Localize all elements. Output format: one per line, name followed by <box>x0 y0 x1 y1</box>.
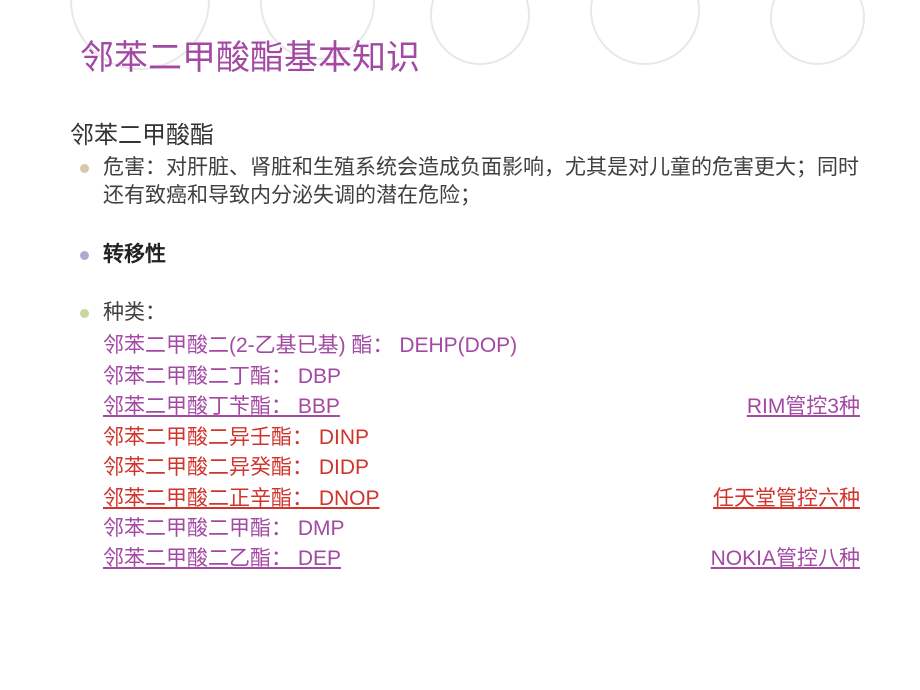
bullet-harm: 危害：对肝脏、肾脏和生殖系统会造成负面影响，尤其是对儿童的危害更大；同时还有致癌… <box>80 154 870 211</box>
slide-content: 邻苯二甲酸酯基本知识 邻苯二甲酸酯 危害：对肝脏、肾脏和生殖系统会造成负面影响，… <box>0 0 920 690</box>
bullet-icon <box>80 164 89 173</box>
kinds-label: 种类： <box>103 299 166 327</box>
type-line: 邻苯二甲酸二(2-乙基已基) 酯： DEHP(DOP) <box>103 331 870 361</box>
type-note: 任天堂管控六种 <box>713 484 870 514</box>
harm-text: 危害：对肝脏、肾脏和生殖系统会造成负面影响，尤其是对儿童的危害更大；同时还有致癌… <box>103 154 870 211</box>
type-line: 邻苯二甲酸丁苄酯： BBP RIM管控3种 <box>103 392 870 422</box>
type-name: 邻苯二甲酸二异癸酯： DIDP <box>103 453 369 483</box>
type-name: 邻苯二甲酸二丁酯： DBP <box>103 362 341 392</box>
bullet-icon <box>80 309 89 318</box>
type-note: RIM管控3种 <box>747 392 870 422</box>
bullet-icon <box>80 251 89 260</box>
types-list: 邻苯二甲酸二(2-乙基已基) 酯： DEHP(DOP)邻苯二甲酸二丁酯： DBP… <box>103 331 870 575</box>
type-name: 邻苯二甲酸二甲酯： DMP <box>103 514 345 544</box>
type-line: 邻苯二甲酸二异壬酯： DINP <box>103 423 870 453</box>
type-name: 邻苯二甲酸二正辛酯： DNOP <box>103 484 380 514</box>
subheading: 邻苯二甲酸酯 <box>70 115 870 150</box>
type-name: 邻苯二甲酸丁苄酯： BBP <box>103 392 340 422</box>
bullet-kinds: 种类： <box>80 299 870 327</box>
type-name: 邻苯二甲酸二(2-乙基已基) 酯： DEHP(DOP) <box>103 331 517 361</box>
type-note: NOKIA管控八种 <box>711 544 870 574</box>
type-line: 邻苯二甲酸二正辛酯： DNOP 任天堂管控六种 <box>103 484 870 514</box>
type-line: 邻苯二甲酸二乙酯： DEP NOKIA管控八种 <box>103 544 870 574</box>
slide-title: 邻苯二甲酸酯基本知识 <box>80 30 870 79</box>
type-name: 邻苯二甲酸二异壬酯： DINP <box>103 423 369 453</box>
type-name: 邻苯二甲酸二乙酯： DEP <box>103 544 341 574</box>
type-line: 邻苯二甲酸二异癸酯： DIDP <box>103 453 870 483</box>
type-line: 邻苯二甲酸二甲酯： DMP <box>103 514 870 544</box>
transfer-text: 转移性 <box>103 241 166 269</box>
type-line: 邻苯二甲酸二丁酯： DBP <box>103 362 870 392</box>
bullet-transfer: 转移性 <box>80 241 870 269</box>
